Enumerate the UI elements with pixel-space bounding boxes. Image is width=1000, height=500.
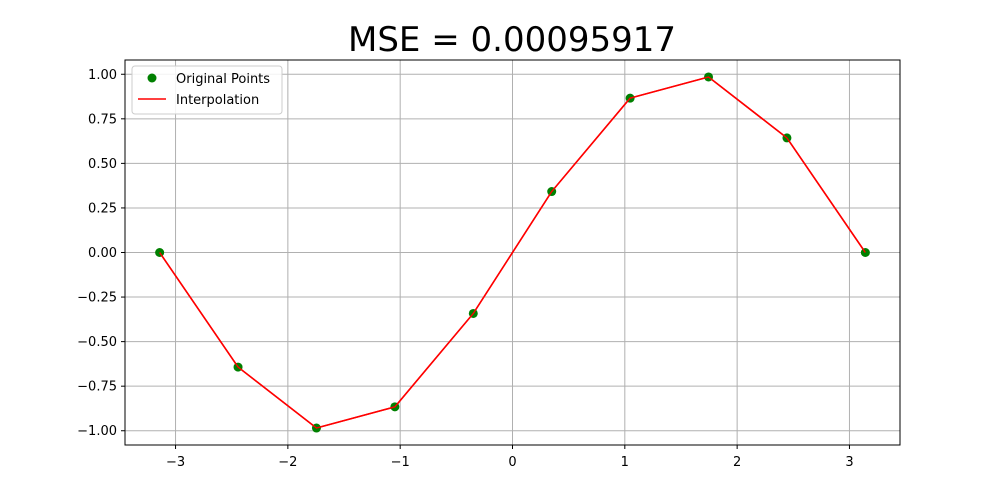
x-tick-label: −3 (166, 455, 185, 470)
legend-box (131, 65, 283, 115)
x-tick-label: −1 (391, 455, 410, 470)
x-tick-label: 1 (621, 455, 629, 470)
legend: Original Points Interpolation (131, 65, 283, 115)
chart-title: MSE = 0.00095917 (348, 20, 676, 60)
x-axis: −3 −2 −1 0 1 2 3 (166, 445, 854, 470)
plot-area (155, 72, 870, 433)
x-tick-label: −2 (278, 455, 297, 470)
y-tick-label: −0.50 (77, 335, 117, 350)
y-tick-label: 0.50 (88, 157, 117, 172)
y-tick-label: −0.25 (77, 291, 117, 306)
grid (125, 60, 900, 445)
y-axis: −1.00 −0.75 −0.50 −0.25 0.00 0.25 0.50 0.75 1.00 (77, 68, 125, 439)
y-tick-label: 1.00 (88, 68, 117, 83)
legend-label-original-points: Original Points (176, 72, 270, 87)
y-tick-label: 0.00 (88, 246, 117, 261)
series-line-interpolation-overlay (159, 76, 866, 429)
x-tick-label: 0 (508, 455, 516, 470)
x-tick-label: 3 (845, 455, 853, 470)
x-tick-label: 2 (733, 455, 741, 470)
y-tick-label: −0.75 (77, 380, 117, 395)
legend-marker-original-points (147, 73, 157, 83)
legend-label-interpolation: Interpolation (176, 93, 259, 108)
y-tick-label: −1.00 (77, 424, 117, 439)
y-tick-label: 0.75 (88, 112, 117, 127)
y-tick-label: 0.25 (88, 201, 117, 216)
